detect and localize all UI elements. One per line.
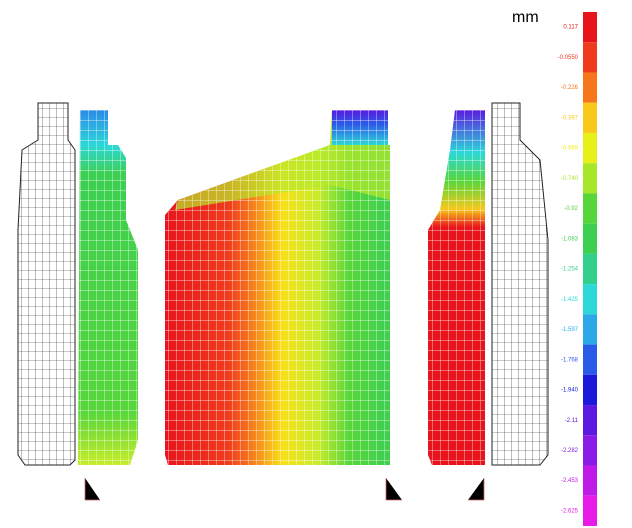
legend-swatch xyxy=(583,133,597,163)
legend-swatch xyxy=(583,435,597,465)
legend-swatch xyxy=(583,345,597,375)
legend-label: -1.083 xyxy=(561,236,579,242)
legend-swatch xyxy=(583,314,597,344)
left-mesh xyxy=(18,103,75,465)
legend-swatch xyxy=(583,72,597,102)
legend-swatch xyxy=(583,466,597,496)
fea-view: mm 0.117 -0.0550 -0.226 -0.397 -0.569 -0.740 -… xyxy=(0,0,632,528)
legend-swatch xyxy=(583,193,597,223)
axis-triads xyxy=(85,478,484,500)
legend-swatch xyxy=(583,42,597,72)
legend-swatch xyxy=(583,163,597,193)
legend-swatch xyxy=(583,254,597,284)
legend-swatch xyxy=(583,284,597,314)
legend-label: 0.117 xyxy=(563,25,578,31)
color-legend: 0.117 -0.0550 -0.226 -0.397 -0.569 -0.740 -0.9… xyxy=(558,12,597,526)
side-left xyxy=(78,110,138,465)
front-view xyxy=(165,110,390,465)
legend-label: -1.597 xyxy=(561,327,579,333)
legend-swatch xyxy=(583,496,597,526)
legend-swatch xyxy=(583,103,597,133)
page: mm 0.117 -0.0550 -0.226 -0.397 -0.569 -0.740 -… xyxy=(0,0,632,528)
legend-label: -2.282 xyxy=(561,448,579,454)
legend-label: -2.11 xyxy=(565,418,579,424)
legend-label: -1.425 xyxy=(561,297,579,303)
legend-label: -0.0550 xyxy=(558,55,579,61)
unit-label: mm xyxy=(512,9,539,26)
legend-swatch xyxy=(583,12,597,42)
legend-swatch xyxy=(583,405,597,435)
legend-label: -1.940 xyxy=(561,388,579,394)
legend-label: -2.453 xyxy=(561,478,579,484)
legend-label: -0.397 xyxy=(561,115,579,121)
legend-label: -2.625 xyxy=(561,508,579,514)
legend-swatch xyxy=(583,375,597,405)
right-mesh xyxy=(492,103,548,465)
legend-label: -0.226 xyxy=(561,85,579,91)
legend-label: -0.92 xyxy=(564,206,578,212)
legend-label: -0.740 xyxy=(561,176,579,182)
legend-label: -1.768 xyxy=(561,357,579,363)
side-right xyxy=(428,110,485,465)
legend-label: -1.254 xyxy=(561,267,579,273)
legend-swatch xyxy=(583,224,597,254)
legend-label: -0.569 xyxy=(561,146,579,152)
